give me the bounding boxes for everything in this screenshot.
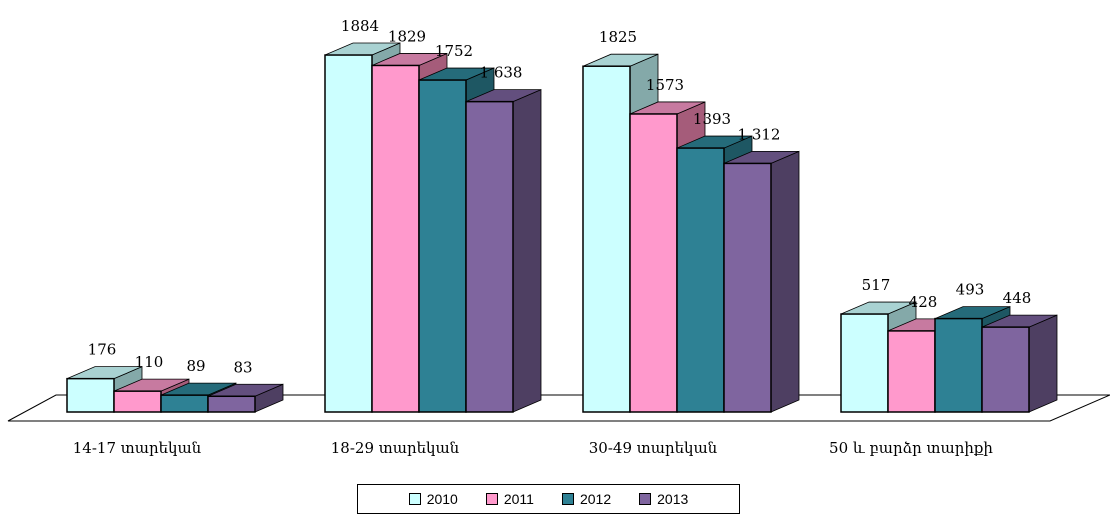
data-label-2012-0: 89 [186,357,205,375]
legend-item-2011: 2011 [485,491,534,507]
legend-swatch-2010 [408,493,421,505]
category-label-3: 50 և բարձր տարիքի [829,439,993,457]
data-label-2013-0: 83 [233,358,252,376]
floor-plane [7,394,1110,422]
data-label-2011-2: 1573 [646,76,684,94]
bar-2011-0 [113,390,162,413]
category-label-2: 30-49 տարեկան [589,439,718,457]
data-label-2011-1: 1829 [388,27,426,45]
data-label-2010-3: 517 [862,276,891,294]
data-label-2010-0: 176 [88,341,117,359]
data-label-2013-3: 448 [1003,289,1032,307]
bar-2012-2 [676,147,725,413]
bar-side-2013-2 [770,150,800,413]
legend-swatch-2011 [485,493,498,505]
bar-2010-0 [66,377,115,413]
bar-2012-0 [160,394,209,413]
legend-swatch-2013 [639,493,652,505]
legend-item-2010: 2010 [408,491,458,507]
data-label-2010-2: 1825 [599,28,637,46]
data-label-2012-1: 1752 [435,42,473,60]
data-label-2010-1: 1884 [341,17,379,35]
bar-2010-3 [840,313,889,413]
bar-2011-1 [371,64,420,413]
data-label-2011-0: 110 [135,353,164,371]
bar-2011-2 [629,113,678,413]
data-label-2012-3: 493 [956,281,985,299]
category-label-1: 18-29 տարեկան [331,439,460,457]
legend-label-2010: 2010 [426,491,458,507]
bar-2013-3 [981,326,1030,413]
legend-label-2013: 2013 [657,491,689,507]
category-label-0: 14-17 տարեկան [73,439,202,457]
legend-item-2013: 2013 [639,491,688,507]
bar-2010-2 [582,65,631,413]
legend-swatch-2012 [561,493,574,505]
chart-legend: 2010 2011 2012 2013 [357,484,740,514]
bar-2013-2 [723,162,772,413]
bar-side-2013-3 [1028,314,1058,413]
legend-label-2012: 2012 [579,491,612,507]
bar-2012-1 [418,79,467,413]
legend-item-2012: 2012 [561,491,612,507]
data-label-2012-2: 1393 [693,110,731,128]
bar-2013-0 [207,395,256,413]
bar-2012-3 [934,317,983,413]
bar-2011-3 [887,330,936,413]
bar-side-2013-1 [512,89,542,413]
data-label-2011-3: 428 [909,293,938,311]
bar-2013-1 [465,100,514,413]
data-label-2013-1: 1 638 [480,64,523,82]
data-label-2013-2: 1 312 [738,125,781,143]
bar-2010-1 [324,54,373,413]
legend-label-2011: 2011 [503,491,534,507]
